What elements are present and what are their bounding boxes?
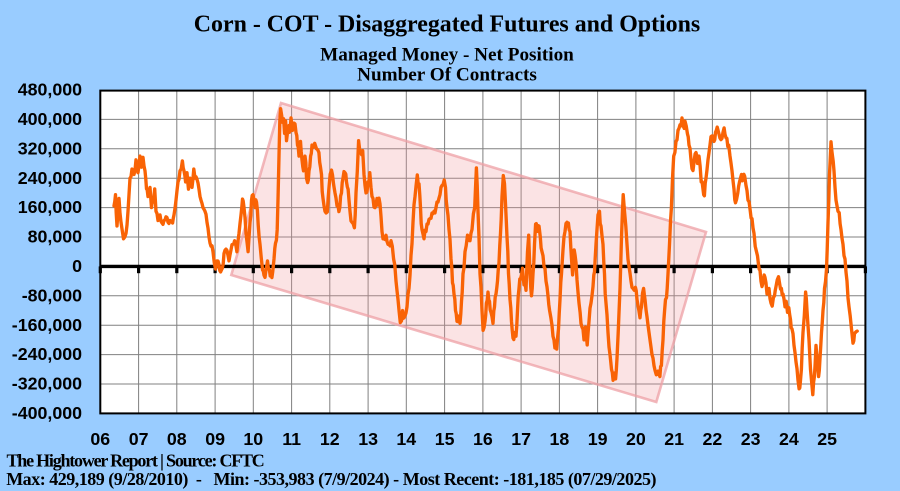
svg-text:10: 10 (243, 429, 263, 449)
svg-text:09: 09 (205, 429, 225, 449)
svg-text:-160,000: -160,000 (12, 315, 82, 335)
svg-text:-400,000: -400,000 (12, 403, 82, 423)
svg-text:80,000: 80,000 (28, 227, 82, 247)
svg-text:-320,000: -320,000 (12, 374, 82, 394)
svg-text:23: 23 (741, 429, 761, 449)
svg-text:06: 06 (90, 429, 110, 449)
svg-text:Managed Money - Net Position: Managed Money - Net Position (320, 45, 574, 66)
svg-text:18: 18 (550, 429, 570, 449)
svg-text:0: 0 (72, 256, 82, 276)
svg-text:240,000: 240,000 (18, 168, 82, 188)
svg-text:22: 22 (703, 429, 723, 449)
svg-text:08: 08 (167, 429, 187, 449)
svg-text:15: 15 (435, 429, 455, 449)
svg-text:17: 17 (511, 429, 531, 449)
svg-text:320,000: 320,000 (18, 138, 82, 158)
svg-text:16: 16 (473, 429, 493, 449)
svg-text:14: 14 (396, 429, 416, 449)
svg-text:19: 19 (588, 429, 608, 449)
svg-text:400,000: 400,000 (18, 109, 82, 129)
svg-text:13: 13 (358, 429, 378, 449)
svg-text:25: 25 (817, 429, 837, 449)
svg-text:The Hightower Report | Source:: The Hightower Report | Source: CFTC (7, 451, 264, 471)
svg-text:07: 07 (129, 429, 149, 449)
svg-text:11: 11 (282, 429, 301, 449)
svg-text:24: 24 (779, 429, 799, 449)
svg-text:Number Of Contracts: Number Of Contracts (357, 65, 537, 86)
svg-text:21: 21 (664, 429, 684, 449)
svg-text:480,000: 480,000 (18, 80, 82, 100)
svg-text:-240,000: -240,000 (12, 344, 82, 364)
svg-text:160,000: 160,000 (18, 197, 82, 217)
svg-text:20: 20 (626, 429, 646, 449)
svg-text:Corn - COT - Disaggregated Fut: Corn - COT - Disaggregated Futures and O… (194, 11, 700, 37)
svg-text:Max: 429,189 (9/28/2010) -: Max: 429,189 (9/28/2010) - Min: -353,983… (6, 469, 656, 490)
svg-text:12: 12 (320, 429, 340, 449)
svg-text:-80,000: -80,000 (22, 285, 82, 305)
